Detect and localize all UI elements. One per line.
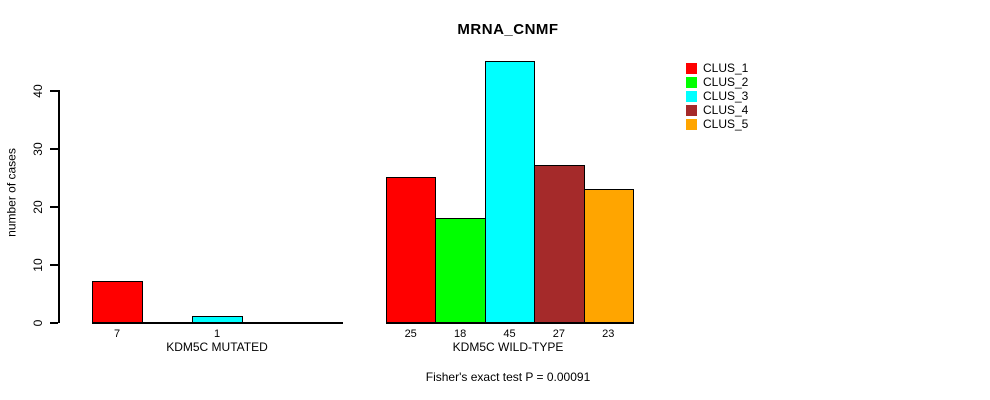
bar-value-label: 23 bbox=[602, 328, 615, 340]
legend-label-clus-1: CLUS_1 bbox=[703, 61, 749, 75]
bar-value-label: 25 bbox=[404, 328, 417, 340]
y-axis-line bbox=[58, 90, 60, 323]
y-tick bbox=[50, 206, 58, 208]
bar-clus_3 bbox=[192, 316, 243, 323]
legend-swatch-clus-2 bbox=[686, 76, 697, 88]
legend-swatch-clus-5 bbox=[686, 118, 697, 130]
bar-clus_5 bbox=[583, 188, 634, 323]
y-tick bbox=[50, 322, 58, 324]
legend: CLUS_1 CLUS_2 CLUS_3 CLUS_4 CLUS_5 bbox=[686, 61, 748, 131]
y-tick bbox=[50, 90, 58, 92]
legend-swatch-clus-4 bbox=[686, 104, 697, 116]
legend-label-clus-2: CLUS_2 bbox=[703, 75, 749, 89]
y-tick-label: 20 bbox=[31, 200, 45, 214]
y-tick-label: 0 bbox=[31, 319, 45, 327]
bar-value-label: 1 bbox=[213, 328, 221, 340]
bar-clus_1 bbox=[386, 177, 437, 323]
bar-clus_2 bbox=[435, 217, 486, 323]
legend-swatch-clus-3 bbox=[686, 90, 697, 102]
bar-clus_4 bbox=[534, 165, 585, 323]
y-tick-label: 40 bbox=[31, 84, 45, 98]
legend-item-clus-1: CLUS_1 bbox=[686, 61, 748, 75]
legend-label-clus-3: CLUS_3 bbox=[703, 89, 749, 103]
legend-item-clus-2: CLUS_2 bbox=[686, 75, 748, 89]
y-tick bbox=[50, 264, 58, 266]
group-label-wildtype: KDM5C WILD-TYPE bbox=[452, 340, 564, 354]
legend-label-clus-5: CLUS_5 bbox=[703, 117, 749, 131]
bar-value-label: 45 bbox=[503, 328, 516, 340]
legend-item-clus-3: CLUS_3 bbox=[686, 89, 748, 103]
y-tick bbox=[50, 148, 58, 150]
y-tick-label: 30 bbox=[31, 142, 45, 156]
legend-swatch-clus-1 bbox=[686, 62, 697, 74]
legend-label-clus-4: CLUS_4 bbox=[703, 103, 749, 117]
legend-item-clus-5: CLUS_5 bbox=[686, 117, 748, 131]
group-label-mutated: KDM5C MUTATED bbox=[166, 340, 268, 354]
chart-title: MRNA_CNMF bbox=[457, 21, 559, 38]
bar-value-label: 27 bbox=[552, 328, 566, 340]
legend-item-clus-4: CLUS_4 bbox=[686, 103, 748, 117]
bar-clus_1 bbox=[92, 281, 143, 323]
fisher-test-annotation: Fisher's exact test P = 0.00091 bbox=[425, 370, 591, 384]
bar-clus_3 bbox=[484, 61, 536, 323]
bar-value-label: 18 bbox=[453, 328, 467, 340]
y-axis-label: number of cases bbox=[4, 148, 19, 237]
bar-value-label: 7 bbox=[113, 328, 121, 340]
y-tick-label: 10 bbox=[31, 258, 45, 272]
